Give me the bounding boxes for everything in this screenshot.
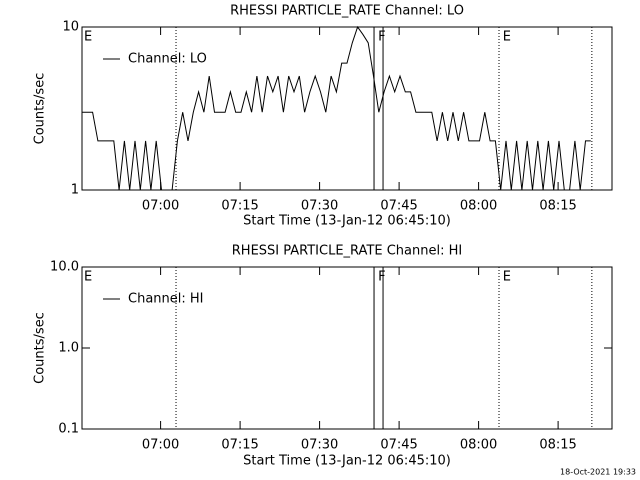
x-tick-label: 07:15 bbox=[221, 199, 258, 214]
y-tick-label: 10.0 bbox=[50, 260, 79, 275]
flag-label: E bbox=[84, 270, 92, 285]
legend-label: Channel: HI bbox=[128, 292, 204, 307]
x-tick-label: 08:15 bbox=[539, 199, 576, 214]
x-tick-label: 08:00 bbox=[460, 199, 497, 214]
flag-label: E bbox=[503, 30, 511, 45]
flag-label: E bbox=[84, 30, 92, 45]
x-tick-label: 07:15 bbox=[221, 438, 258, 453]
x-tick-label: 07:45 bbox=[380, 199, 417, 214]
flag-label: F bbox=[378, 270, 385, 285]
flag-label: E bbox=[503, 270, 511, 285]
x-tick-label: 08:00 bbox=[460, 438, 497, 453]
y-tick-label: 10 bbox=[62, 20, 79, 35]
y-tick-label: 1.0 bbox=[58, 341, 79, 356]
x-axis-label: Start Time (13-Jan-12 06:45:10) bbox=[243, 214, 451, 229]
legend-label: Channel: LO bbox=[128, 52, 207, 67]
x-tick-label: 07:30 bbox=[301, 199, 338, 214]
x-tick-label: 08:15 bbox=[539, 438, 576, 453]
timestamp: 18-Oct-2021 19:33 bbox=[560, 468, 636, 477]
y-tick-label: 1 bbox=[71, 183, 79, 198]
y-tick-label: 0.1 bbox=[58, 422, 79, 437]
x-tick-label: 07:00 bbox=[142, 199, 179, 214]
x-tick-label: 07:45 bbox=[380, 438, 417, 453]
x-tick-label: 07:30 bbox=[301, 438, 338, 453]
y-axis-label: Counts/sec bbox=[33, 312, 48, 384]
x-tick-label: 07:00 bbox=[142, 438, 179, 453]
plot-frame bbox=[81, 266, 613, 430]
data-line bbox=[82, 25, 591, 191]
y-axis-label: Counts/sec bbox=[33, 73, 48, 145]
plot-frame bbox=[81, 26, 613, 191]
x-axis-label: Start Time (13-Jan-12 06:45:10) bbox=[243, 454, 451, 469]
chart-title: RHESSI PARTICLE_RATE Channel: HI bbox=[232, 244, 462, 259]
flag-label: F bbox=[378, 30, 385, 45]
chart-title: RHESSI PARTICLE_RATE Channel: LO bbox=[230, 4, 464, 19]
